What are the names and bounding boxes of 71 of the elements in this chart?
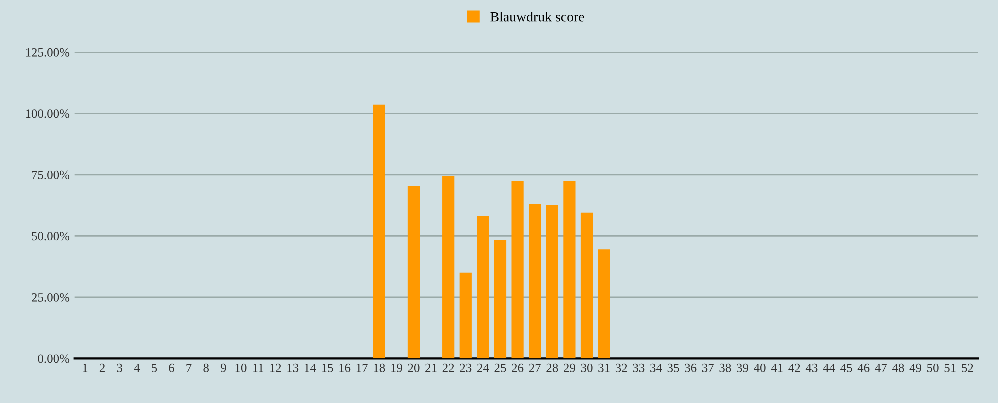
bar (460, 272, 472, 359)
x-tick-label: 6 (169, 364, 174, 372)
x-tick-label: 25 (494, 364, 506, 372)
x-tick-label: 1 (83, 364, 88, 372)
bar (512, 181, 524, 359)
x-tick-label: 30 (581, 364, 593, 372)
x-tick-label: 37 (702, 364, 714, 372)
x-tick-label: 29 (564, 364, 576, 372)
x-tick-label: 13 (288, 364, 299, 372)
x-tick-label: 38 (720, 364, 732, 372)
x-tick-label: 51 (944, 364, 956, 372)
x-tick-label: 17 (356, 364, 368, 372)
bar (546, 205, 558, 359)
x-tick-label: 11 (253, 364, 264, 372)
y-tick-label: 125.00% (26, 48, 70, 57)
x-tick-label: 42 (788, 364, 800, 372)
x-tick-label: 4 (134, 364, 140, 372)
x-tick-label: 49 (910, 364, 922, 372)
x-tick-label: 22 (442, 364, 454, 372)
x-tick-label: 33 (633, 364, 645, 372)
x-tick-label: 47 (875, 364, 888, 372)
x-tick-label: 45 (840, 364, 852, 372)
x-tick-label: 36 (685, 364, 697, 372)
bar (442, 176, 455, 359)
x-tick-label: 35 (668, 364, 680, 372)
x-tick-label: 5 (152, 364, 158, 372)
x-tick-label: 15 (322, 364, 334, 372)
x-tick-label: 48 (892, 364, 904, 372)
x-tick-label: 3 (117, 364, 122, 372)
x-tick-label: 2 (100, 364, 105, 372)
x-tick-label: 52 (962, 364, 974, 372)
y-tick-label: 75.00% (32, 170, 70, 180)
bar (580, 212, 594, 359)
x-tick-label: 12 (270, 364, 282, 372)
x-tick-label: 19 (392, 364, 402, 372)
x-tick-label: 26 (512, 364, 524, 372)
x-tick-label: 44 (823, 364, 836, 372)
x-tick-label: 46 (858, 364, 870, 372)
x-tick-label: 34 (650, 364, 662, 372)
x-tick-label: 28 (546, 364, 558, 372)
y-tick-label: 25.00% (32, 293, 70, 302)
x-tick-label: 31 (598, 364, 610, 372)
x-tick-label: 10 (236, 364, 247, 372)
x-tick-label: 39 (737, 364, 748, 372)
x-tick-label: 40 (754, 364, 766, 372)
x-tick-label: 27 (529, 364, 541, 372)
bar (494, 240, 507, 359)
bar (477, 216, 490, 359)
x-tick-label: 18 (374, 364, 386, 372)
x-tick-label: 7 (186, 364, 192, 372)
x-tick-label: 43 (806, 364, 818, 372)
x-tick-label: 8 (204, 364, 209, 372)
x-tick-label: 14 (305, 364, 316, 372)
x-tick-label: 23 (460, 364, 472, 372)
x-tick-label: 9 (220, 364, 226, 372)
bar (408, 186, 420, 359)
x-tick-label: 41 (771, 364, 783, 372)
x-tick-label: 20 (408, 364, 420, 372)
x-tick-label: 16 (340, 364, 351, 372)
bar (598, 250, 610, 359)
bar (373, 104, 386, 359)
y-tick-label: 0.00% (38, 354, 70, 364)
bar (564, 181, 576, 359)
legend-label: Blauwdruk score (490, 12, 584, 22)
y-tick-label: 50.00% (32, 232, 70, 241)
x-tick-label: 50 (928, 364, 939, 372)
y-tick-label: 100.00% (26, 110, 70, 118)
x-tick-label: 24 (477, 364, 490, 372)
bar (529, 204, 542, 359)
x-tick-label: 32 (616, 364, 628, 372)
x-tick-label: 21 (426, 364, 437, 372)
